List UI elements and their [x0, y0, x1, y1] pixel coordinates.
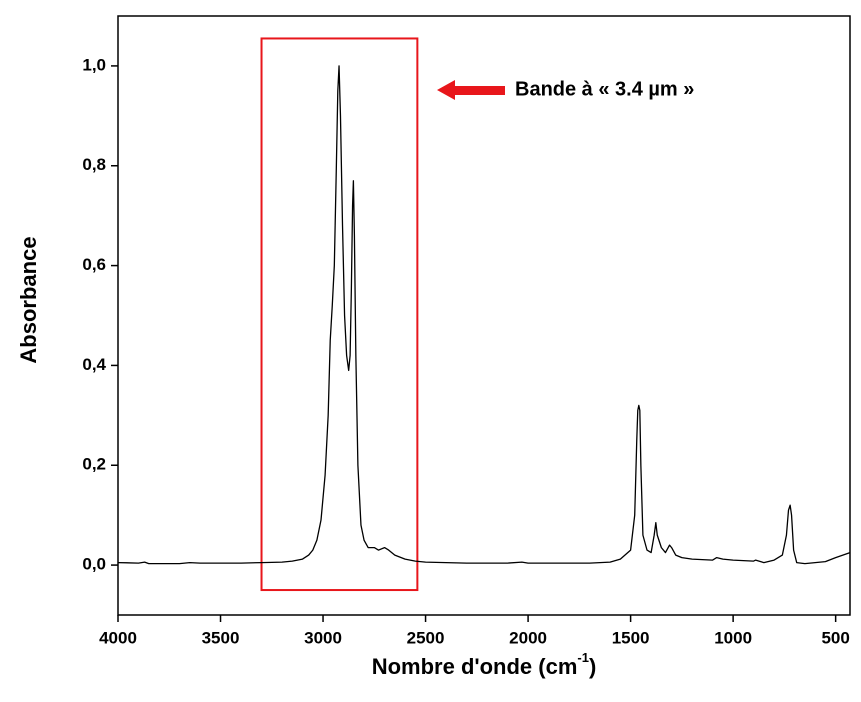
y-tick-label: 0,4: [82, 355, 106, 374]
y-tick-label: 0,8: [82, 155, 106, 174]
y-tick-label: 1,0: [82, 55, 106, 74]
x-axis-title-sup: -1: [577, 650, 589, 665]
x-tick-label: 1500: [612, 628, 650, 647]
x-tick-label: 2500: [407, 628, 445, 647]
y-tick-label: 0,0: [82, 555, 106, 574]
x-tick-label: 1000: [714, 628, 752, 647]
y-tick-label: 0,2: [82, 455, 106, 474]
x-axis-title: Nombre d'onde (cm-1): [372, 650, 597, 678]
x-tick-label: 3000: [304, 628, 342, 647]
y-tick-label: 0,6: [82, 255, 106, 274]
x-axis-title-main: Nombre d'onde (cm: [372, 654, 578, 679]
y-axis-title: Absorbance: [16, 236, 41, 363]
x-tick-label: 2000: [509, 628, 547, 647]
annotation-arrow: [437, 80, 505, 100]
x-tick-label: 4000: [99, 628, 137, 647]
highlight-box: [260, 37, 419, 592]
x-tick-label: 500: [821, 628, 849, 647]
annotation: Bande à « 3.4 µm »: [515, 78, 694, 100]
spectrum-line: [117, 65, 851, 565]
x-tick-label: 3500: [202, 628, 240, 647]
x-axis-title-end: ): [589, 654, 596, 679]
plot-frame: [117, 15, 851, 616]
